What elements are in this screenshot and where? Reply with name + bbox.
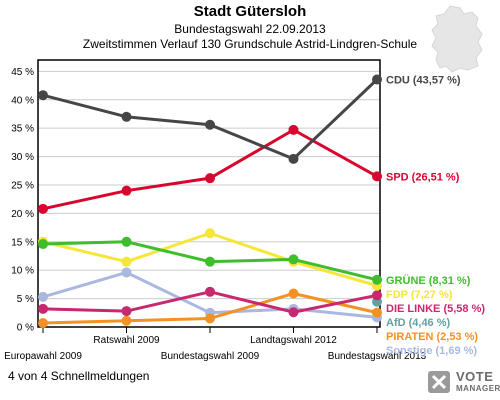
data-point [121,315,132,326]
data-point [38,203,48,214]
data-point [38,90,48,101]
data-point [121,306,132,317]
x-tick-label: Ratswahl 2009 [93,335,160,346]
chart-subtitle: Bundestagswahl 22.09.2013 [174,22,326,36]
data-point [121,256,132,267]
data-point [38,318,48,329]
data-point [288,153,299,164]
series-line [38,288,382,329]
y-tick-label: 35 % [11,124,34,135]
y-tick-label: 10 % [11,266,34,277]
data-point [121,111,132,122]
data-point [372,274,382,285]
series-legend: CDU (43,57 %) SPD (26,51 %) GRÜNE (8,31 %)… [386,74,485,356]
y-axis-ticks: 0 % 5 % 10 % 15 % 20 % 25 % 30 % 35 % 40 % 45 % [11,67,34,334]
votemanager-logo: VOTE MANAGER [426,369,500,397]
data-point [288,254,299,265]
report-status: 4 von 4 Schnellmeldungen [8,369,150,383]
grid-lines [38,70,380,328]
series-label: AfD (4,46 %) [386,317,451,329]
series-line [38,124,382,214]
data-point [205,313,215,324]
data-point [121,267,132,278]
series-label: FDP (7,27 %) [386,289,453,301]
y-tick-label: 25 % [11,180,34,191]
data-point [205,286,215,297]
data-point [205,173,215,184]
series-label: PIRATEN (2,53 %) [386,331,478,343]
y-tick-label: 40 % [11,95,34,106]
y-tick-label: 15 % [11,237,34,248]
series-lines [38,74,382,329]
data-point [38,303,48,314]
series-label: GRÜNE (8,31 %) [386,274,471,287]
x-tick-label: Bundestagswahl 2009 [161,351,260,362]
data-point [205,228,215,239]
data-point [372,290,382,301]
series-line [38,236,382,285]
germany-map-icon [431,5,483,73]
x-tick-label: Bundestagswahl 2013 [328,351,427,362]
series-line [38,74,382,164]
chart-description: Zweitstimmen Verlauf 130 Grundschule Ast… [82,37,418,51]
data-point [288,124,299,135]
data-point [288,307,299,318]
y-tick-label: 45 % [11,67,34,78]
data-point [205,256,215,267]
series-label: SPD (26,51 %) [386,171,460,183]
ballot-cross-icon [428,371,450,393]
data-point [121,185,132,196]
data-point [372,74,382,85]
plot-frame [37,59,381,328]
logo-text-vote: VOTE [456,369,494,384]
y-tick-label: 30 % [11,152,34,163]
series-label: DIE LINKE (5,58 %) [386,303,485,315]
x-tick-label: Landtagswahl 2012 [250,335,337,346]
data-point [38,291,48,302]
series-label: CDU (43,57 %) [386,74,461,86]
series-label: Sonstige (1,69 %) [386,345,477,357]
series-path [42,128,378,211]
y-tick-label: 0 % [17,323,34,334]
data-point [372,307,382,318]
y-tick-label: 5 % [17,294,34,305]
logo-text-manager: MANAGER [456,384,500,393]
x-tick-label: Europawahl 2009 [4,351,82,362]
chart-title: Stadt Gütersloh [193,3,307,20]
data-point [38,239,48,250]
series-line [38,286,382,318]
data-point [121,236,132,247]
y-tick-label: 20 % [11,209,34,220]
data-point [288,288,299,299]
data-point [372,171,382,182]
data-point [205,119,215,130]
